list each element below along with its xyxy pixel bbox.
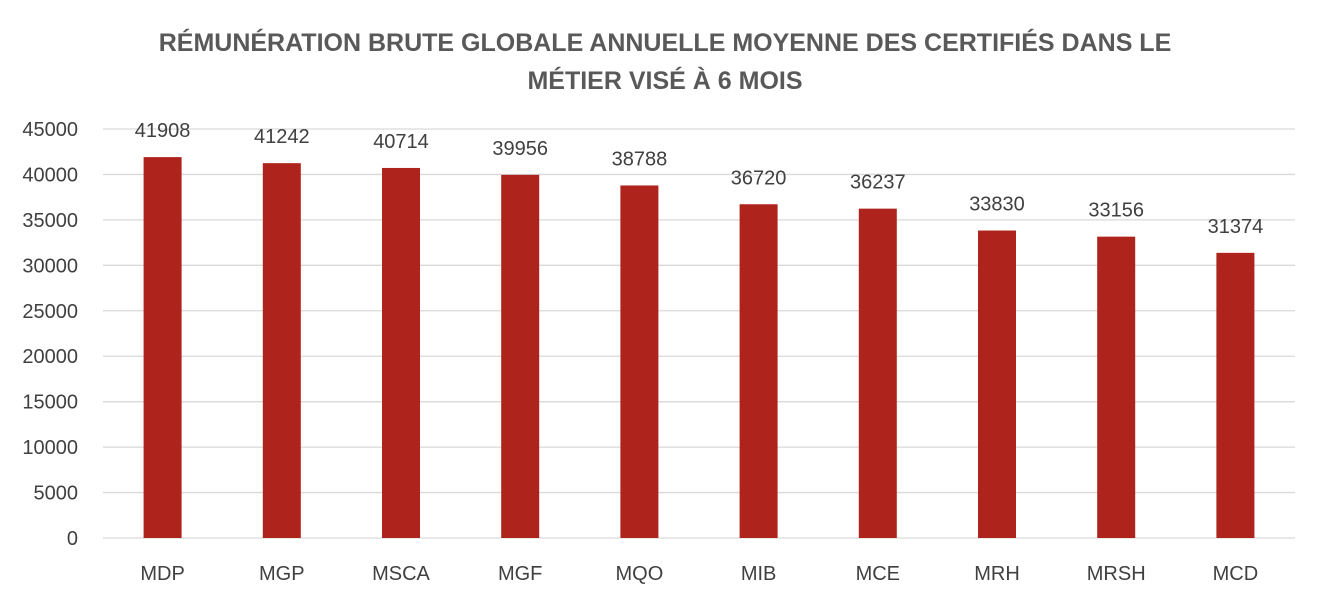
x-axis-ticks: MDP MGP MSCA MGF MQO MIB MCE MRH MRSH MCD bbox=[140, 563, 1258, 585]
bar-mib bbox=[739, 204, 778, 539]
data-label-mdp: 41908 bbox=[135, 120, 191, 142]
bar-mrsh bbox=[1097, 236, 1136, 538]
y-tick-label: 30000 bbox=[22, 255, 78, 277]
data-label-msca: 40714 bbox=[373, 131, 429, 153]
chart-title-line-1: RÉMUNÉRATION BRUTE GLOBALE ANNUELLE MOYE… bbox=[158, 29, 1172, 57]
bar-mqo bbox=[620, 185, 659, 538]
x-tick-label-mgp: MGP bbox=[259, 563, 305, 585]
chart-title: RÉMUNÉRATION BRUTE GLOBALE ANNUELLE MOYE… bbox=[0, 24, 1330, 100]
x-tick-label-mrsh: MRSH bbox=[1087, 563, 1146, 585]
gridlines bbox=[103, 128, 1295, 539]
bars bbox=[143, 157, 1255, 539]
bar-mgf bbox=[501, 174, 540, 538]
x-tick-label-mcd: MCD bbox=[1213, 563, 1259, 585]
data-label-mrh: 33830 bbox=[969, 194, 1025, 216]
y-axis-ticks: 0 5000 10000 15000 20000 25000 30000 35000 40000… bbox=[22, 119, 78, 550]
data-label-mce: 36237 bbox=[850, 172, 906, 194]
y-tick-label: 20000 bbox=[22, 346, 78, 368]
data-label-mgp: 41242 bbox=[254, 126, 310, 148]
x-tick-label-mrh: MRH bbox=[974, 563, 1020, 585]
bar-mgp bbox=[262, 163, 301, 538]
y-tick-label: 0 bbox=[67, 528, 78, 550]
x-tick-label-mdp: MDP bbox=[140, 563, 184, 585]
x-tick-label-msca: MSCA bbox=[372, 563, 430, 585]
data-labels: 41908 41242 40714 39956 38788 36720 36237 33830… bbox=[135, 120, 1263, 238]
x-tick-label-mib: MIB bbox=[741, 563, 777, 585]
bar-mce bbox=[858, 208, 897, 538]
y-tick-label: 10000 bbox=[22, 437, 78, 459]
x-tick-label-mqo: MQO bbox=[616, 563, 664, 585]
bar-mcd bbox=[1216, 252, 1255, 538]
y-tick-label: 35000 bbox=[22, 210, 78, 232]
y-tick-label: 25000 bbox=[22, 301, 78, 323]
bar-mdp bbox=[143, 157, 182, 538]
chart-title-line-2: MÉTIER VISÉ À 6 MOIS bbox=[527, 67, 803, 95]
bar-msca bbox=[382, 167, 420, 539]
y-tick-label: 15000 bbox=[22, 392, 78, 414]
y-tick-label: 40000 bbox=[22, 164, 78, 186]
data-label-mrsh: 33156 bbox=[1088, 200, 1144, 222]
x-tick-label-mce: MCE bbox=[856, 563, 900, 585]
data-label-mgf: 39956 bbox=[492, 138, 548, 160]
x-tick-label-mgf: MGF bbox=[498, 563, 542, 585]
y-tick-label: 5000 bbox=[34, 483, 79, 505]
y-tick-label: 45000 bbox=[22, 119, 78, 141]
data-label-mcd: 31374 bbox=[1208, 216, 1264, 238]
data-label-mib: 36720 bbox=[731, 167, 787, 189]
data-label-mqo: 38788 bbox=[612, 148, 668, 170]
bar-mrh bbox=[978, 230, 1016, 538]
